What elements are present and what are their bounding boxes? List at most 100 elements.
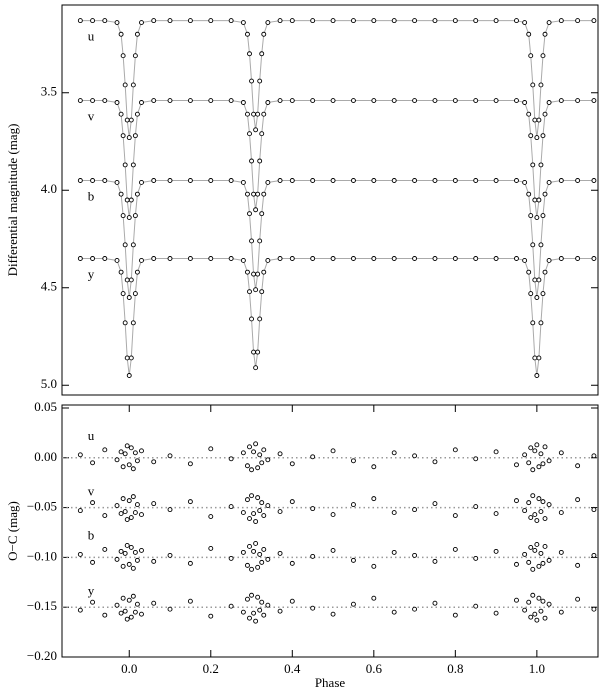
data-point: [532, 512, 538, 518]
data-point: [126, 597, 132, 603]
data-point: [102, 256, 108, 261]
data-point: [240, 549, 246, 555]
series-label: y: [88, 583, 95, 598]
data-point: [151, 98, 157, 104]
data-point: [102, 98, 108, 104]
data-point: [134, 502, 140, 508]
data-point: [532, 117, 538, 123]
data-point: [412, 453, 418, 459]
data-point: [538, 242, 544, 248]
data-point: [391, 98, 397, 104]
data-point: [253, 207, 259, 213]
data-point: [249, 592, 254, 598]
y-axis-label: Differential magnitude (mag): [5, 124, 20, 277]
data-point: [134, 557, 140, 563]
data-point: [134, 191, 140, 197]
data-point: [530, 242, 536, 248]
data-point: [277, 256, 283, 261]
data-point: [546, 458, 552, 464]
data-point: [208, 545, 214, 551]
data-point: [538, 451, 544, 457]
data-point: [530, 320, 536, 326]
data-point: [350, 18, 356, 24]
data-point: [255, 564, 261, 570]
data-point: [310, 454, 316, 460]
x-tick-label: 0.2: [203, 661, 219, 676]
data-point: [514, 98, 519, 104]
x-tick-label: 0.8: [447, 661, 463, 676]
data-point: [534, 541, 540, 547]
data-point: [528, 291, 534, 297]
data-point: [371, 98, 377, 104]
data-point: [257, 551, 263, 557]
data-point: [151, 18, 157, 24]
series-label: u: [88, 428, 95, 443]
data-point: [546, 557, 552, 563]
data-point: [151, 178, 157, 183]
data-point: [277, 550, 283, 556]
data-point: [493, 610, 499, 616]
data-point: [350, 98, 356, 104]
data-point: [514, 178, 519, 183]
data-point: [120, 496, 126, 502]
data-point: [532, 355, 538, 361]
data-point: [126, 215, 132, 221]
data-point: [591, 606, 597, 612]
data-point: [265, 556, 271, 562]
data-point: [526, 111, 532, 117]
series-label: b: [88, 527, 95, 542]
data-point: [493, 548, 499, 554]
data-point: [526, 599, 532, 605]
data-point: [245, 191, 250, 197]
data-point: [77, 18, 83, 24]
data-point: [530, 82, 536, 88]
data-point: [132, 450, 138, 456]
data-point: [77, 452, 83, 458]
data-point: [265, 503, 271, 509]
data-point: [310, 256, 316, 261]
data-point: [77, 607, 83, 613]
data-point: [536, 595, 542, 601]
data-point: [310, 605, 316, 611]
data-point: [289, 598, 295, 604]
data-point: [257, 158, 263, 164]
data-point: [540, 291, 546, 297]
data-point: [259, 131, 265, 137]
data-point: [538, 509, 544, 515]
data-point: [122, 242, 128, 248]
data-point: [132, 53, 138, 59]
data-point: [534, 295, 540, 300]
data-point: [391, 450, 397, 456]
data-point: [187, 178, 193, 183]
data-point: [558, 18, 564, 24]
data-point: [120, 213, 126, 219]
data-point: [208, 18, 214, 24]
data-point: [350, 178, 356, 183]
data-point: [118, 548, 124, 554]
data-point: [247, 131, 252, 137]
data-point: [247, 444, 252, 450]
data-point: [532, 197, 538, 203]
data-point: [310, 98, 316, 104]
data-point: [528, 515, 534, 521]
data-point: [151, 256, 157, 261]
data-point: [228, 178, 234, 183]
data-point: [208, 178, 214, 183]
y-tick-label: −0.15: [27, 598, 57, 613]
data-point: [114, 179, 120, 185]
data-point: [124, 355, 130, 361]
data-point: [167, 256, 173, 261]
data-point: [277, 509, 283, 515]
data-point: [249, 78, 254, 84]
data-point: [249, 238, 254, 244]
data-point: [247, 543, 252, 549]
data-point: [259, 559, 265, 565]
data-point: [245, 562, 250, 568]
data-point: [350, 557, 356, 563]
data-point: [132, 291, 138, 297]
data-point: [528, 614, 534, 620]
data-point: [526, 191, 532, 197]
data-point: [530, 566, 536, 572]
data-point: [546, 258, 552, 263]
data-point: [540, 133, 546, 139]
